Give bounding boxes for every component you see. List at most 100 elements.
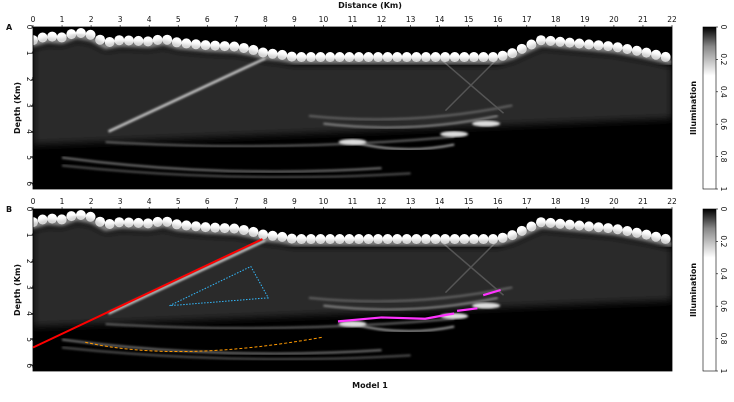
shadow-zone-cyan [169,265,270,307]
x-tick-label: 2 [89,197,94,206]
reflector-arc [105,135,455,148]
x-tick-label: 15 [464,15,474,24]
colorbar-tick-label: 1 [719,187,728,192]
reflector-arc [352,322,455,333]
reflector-magenta [337,288,501,323]
x-tick-label: 3 [118,15,123,24]
y-tick-label: 0 [25,207,34,212]
x-tick-label: 11 [348,197,358,206]
x-tick-label: 18 [551,15,561,24]
x-tick-label: 7 [234,15,239,24]
bright-spot [338,320,367,327]
diagonal-reflector [107,57,266,133]
colorbar-tick-label: 0.8 [719,151,728,163]
x-tick-label: 16 [493,197,503,206]
x-tick-label: 11 [348,15,358,24]
x-tick-label: 5 [176,15,181,24]
colorbar-tick-label: 0.2 [719,235,728,247]
y-tick-label: 5 [25,155,34,160]
x-tick-label: 19 [580,197,590,206]
x-tick-label: 22 [667,15,677,24]
y-tick-label: 1 [25,233,34,238]
y-tick-label: 6 [25,363,34,368]
colorbar-tick-label: 0.6 [719,300,728,312]
caption-label: Model 1 [352,381,388,390]
illumination-glow [33,222,672,327]
y-tick-label: 3 [25,103,34,108]
colorbar-tick-label: 0 [719,25,728,30]
y-tick-label: 3 [25,285,34,290]
colorbar-tick-label: 0.6 [719,118,728,130]
panel-label: A [6,23,13,32]
surface-halo [33,34,672,65]
x-tick-label: 6 [205,197,210,206]
panel-label: B [6,205,12,214]
colorbar [702,26,717,190]
illumination-image [33,209,672,371]
x-tick-label: 9 [292,197,297,206]
fault-line-red [32,238,263,349]
x-tick-label: 20 [609,197,619,206]
x-tick-label: 17 [522,15,532,24]
x-tick-label: 17 [522,197,532,206]
bright-spot [440,131,469,138]
reflector-arc [352,140,455,151]
y-axis-title: Depth (Km) [13,264,22,316]
x-tick-label: 1 [60,197,65,206]
y-tick-label: 0 [25,25,34,30]
x-tick-label: 10 [319,197,329,206]
x-tick-label: 19 [580,15,590,24]
x-tick-label: 12 [377,197,387,206]
surface-halo [33,216,672,247]
y-tick-label: 4 [25,129,34,134]
x-tick-label: 13 [406,197,416,206]
colorbar-tick-label: 1 [719,369,728,374]
x-tick-label: 5 [176,197,181,206]
colorbar-tick-label: 0.4 [719,86,728,98]
reflector-arc [308,104,513,121]
x-tick-label: 20 [609,15,619,24]
x-tick-label: 21 [638,197,648,206]
reflector-arc [61,338,382,355]
colorbar-title: Illumination [689,81,698,135]
x-tick-label: 10 [319,15,329,24]
y-axis-title: Depth (Km) [13,82,22,134]
x-tick-label: 14 [435,197,445,206]
x-tick-label: 4 [147,15,152,24]
reflector-arc [61,156,382,173]
reflector-arc [105,317,455,330]
panel-b: B0 1 2 3 4 5 6 7 8 9 10 11 12 13 14 15 16 17 18 19 20 21 22012… [6,197,728,374]
x-tick-label: 14 [435,15,445,24]
bright-spot [472,120,501,127]
crossing-arcs [439,239,505,296]
x-tick-label: 4 [147,197,152,206]
x-axis-title: Distance (Km) [338,1,402,10]
x-tick-label: 0 [31,197,36,206]
colorbar-tick-label: 0 [719,207,728,212]
x-tick-label: 22 [667,197,677,206]
reflector-arc [61,164,411,179]
colorbar-tick-label: 0.8 [719,333,728,345]
colorbar [702,208,717,372]
y-tick-label: 2 [25,259,34,264]
x-tick-label: 8 [263,15,268,24]
base-curve-orange [85,336,324,353]
colorbar-tick-label: 0.4 [719,268,728,280]
x-tick-label: 16 [493,15,503,24]
x-tick-label: 3 [118,197,123,206]
bright-spot [472,302,501,309]
x-tick-label: 18 [551,197,561,206]
diagonal-reflector [107,239,266,315]
x-tick-label: 6 [205,15,210,24]
x-tick-label: 8 [263,197,268,206]
reflector-arc [61,346,411,361]
illumination-glow [33,40,672,145]
panel-a: A0 1 2 3 4 5 6 7 8 9 10 11 12 13 14 15 16 17 18 19 20 21 22012… [6,15,728,192]
illumination-image [33,27,672,189]
y-tick-label: 5 [25,337,34,342]
x-tick-label: 13 [406,15,416,24]
bright-spot [338,138,367,145]
x-tick-label: 9 [292,15,297,24]
y-tick-label: 1 [25,51,34,56]
x-tick-label: 21 [638,15,648,24]
